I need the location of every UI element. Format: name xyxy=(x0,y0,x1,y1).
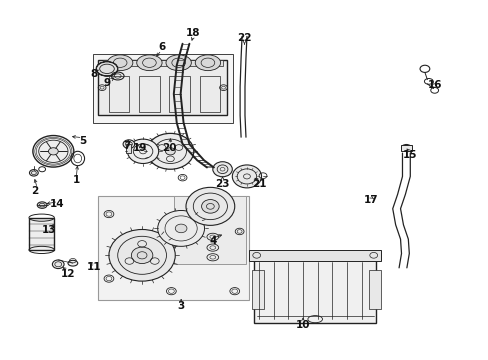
Ellipse shape xyxy=(175,224,186,233)
Text: 17: 17 xyxy=(363,195,378,205)
Ellipse shape xyxy=(107,55,133,71)
Text: 4: 4 xyxy=(209,236,216,246)
Ellipse shape xyxy=(68,260,78,266)
Ellipse shape xyxy=(109,229,175,281)
Text: 15: 15 xyxy=(402,150,417,160)
Bar xyxy=(254,252,375,323)
Bar xyxy=(103,60,222,66)
Text: 1: 1 xyxy=(73,175,80,185)
Text: 23: 23 xyxy=(215,179,229,189)
Text: 19: 19 xyxy=(132,143,146,153)
Ellipse shape xyxy=(232,165,261,188)
Ellipse shape xyxy=(201,199,219,213)
Bar xyxy=(98,60,227,116)
Text: 14: 14 xyxy=(49,199,64,210)
Text: 13: 13 xyxy=(42,225,57,235)
Text: 22: 22 xyxy=(237,33,251,43)
Ellipse shape xyxy=(96,62,118,76)
Text: 20: 20 xyxy=(162,143,176,153)
Text: 11: 11 xyxy=(87,262,102,272)
Ellipse shape xyxy=(127,139,158,163)
Text: 18: 18 xyxy=(185,28,200,38)
Ellipse shape xyxy=(123,140,135,148)
Bar xyxy=(93,54,233,123)
Ellipse shape xyxy=(48,148,58,155)
Ellipse shape xyxy=(158,211,204,246)
Bar xyxy=(368,270,380,309)
Ellipse shape xyxy=(52,260,64,269)
Text: 21: 21 xyxy=(251,179,266,189)
Bar xyxy=(251,270,264,309)
Ellipse shape xyxy=(29,170,38,176)
Ellipse shape xyxy=(185,187,234,225)
Text: 10: 10 xyxy=(295,320,309,330)
Ellipse shape xyxy=(147,134,193,169)
Text: 7: 7 xyxy=(122,141,130,151)
Ellipse shape xyxy=(131,247,153,264)
Bar xyxy=(98,196,249,300)
Text: 9: 9 xyxy=(103,78,110,88)
Text: 5: 5 xyxy=(79,136,86,145)
Text: 16: 16 xyxy=(427,80,441,90)
Text: 12: 12 xyxy=(61,269,75,279)
Text: 6: 6 xyxy=(158,42,165,52)
Bar xyxy=(400,145,411,150)
Bar xyxy=(169,76,189,112)
Bar xyxy=(173,196,246,264)
Bar xyxy=(109,76,129,112)
Bar xyxy=(126,144,131,153)
Bar xyxy=(139,76,159,112)
Bar xyxy=(249,250,380,261)
Bar xyxy=(199,76,220,112)
Text: 2: 2 xyxy=(31,186,39,196)
Ellipse shape xyxy=(212,162,232,177)
Ellipse shape xyxy=(37,202,47,208)
Text: 8: 8 xyxy=(90,69,98,79)
Ellipse shape xyxy=(195,55,220,71)
Ellipse shape xyxy=(165,55,191,71)
Ellipse shape xyxy=(137,55,162,71)
Ellipse shape xyxy=(165,148,175,155)
Text: 3: 3 xyxy=(177,301,184,311)
Ellipse shape xyxy=(33,135,74,167)
Bar xyxy=(29,218,54,250)
